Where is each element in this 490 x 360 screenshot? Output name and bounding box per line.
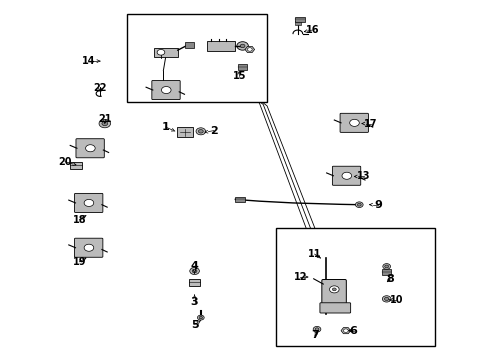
Circle shape	[99, 119, 111, 128]
Circle shape	[84, 199, 94, 207]
Circle shape	[196, 128, 206, 135]
Bar	[276, 228, 435, 346]
Circle shape	[385, 297, 389, 301]
Text: 15: 15	[232, 71, 246, 81]
Text: 16: 16	[305, 25, 319, 35]
Bar	[295, 21, 301, 25]
FancyBboxPatch shape	[74, 193, 103, 212]
Circle shape	[350, 119, 359, 126]
Text: 13: 13	[357, 171, 371, 181]
Circle shape	[190, 267, 199, 275]
Circle shape	[329, 286, 339, 293]
Bar	[235, 197, 245, 202]
Text: 10: 10	[390, 295, 403, 305]
FancyBboxPatch shape	[152, 81, 180, 100]
Circle shape	[237, 42, 248, 50]
Text: 19: 19	[73, 257, 86, 267]
Circle shape	[84, 244, 94, 251]
Bar	[154, 48, 178, 57]
Bar	[189, 279, 200, 286]
Circle shape	[157, 49, 165, 55]
Text: 22: 22	[93, 82, 107, 93]
Bar	[295, 17, 305, 22]
Circle shape	[385, 265, 389, 268]
FancyBboxPatch shape	[340, 113, 368, 132]
FancyBboxPatch shape	[332, 166, 361, 185]
FancyBboxPatch shape	[76, 139, 104, 158]
Text: 12: 12	[294, 272, 307, 282]
Circle shape	[192, 269, 197, 273]
Bar	[127, 14, 267, 102]
Bar	[382, 269, 392, 275]
Text: 21: 21	[98, 114, 112, 124]
FancyBboxPatch shape	[74, 238, 103, 257]
Text: 8: 8	[387, 274, 394, 284]
Bar	[185, 42, 194, 48]
Circle shape	[332, 288, 336, 291]
FancyBboxPatch shape	[177, 127, 193, 137]
Text: 4: 4	[191, 261, 198, 271]
Circle shape	[383, 264, 391, 269]
Bar	[207, 41, 235, 51]
Text: 7: 7	[311, 330, 319, 340]
Circle shape	[315, 328, 319, 330]
Circle shape	[161, 86, 171, 94]
Text: 11: 11	[308, 249, 321, 259]
Text: 6: 6	[349, 326, 358, 336]
Circle shape	[355, 202, 363, 207]
Text: 17: 17	[364, 118, 378, 129]
Circle shape	[313, 327, 321, 332]
Circle shape	[102, 121, 108, 126]
Circle shape	[357, 203, 361, 206]
Circle shape	[197, 315, 204, 320]
Circle shape	[240, 44, 245, 48]
Circle shape	[247, 48, 252, 51]
Text: 18: 18	[73, 215, 86, 225]
Polygon shape	[245, 46, 255, 53]
Text: 3: 3	[191, 297, 198, 307]
Text: 5: 5	[191, 320, 198, 330]
Circle shape	[86, 145, 95, 152]
Circle shape	[382, 296, 391, 302]
FancyBboxPatch shape	[322, 279, 346, 306]
Bar	[238, 64, 247, 70]
Polygon shape	[341, 328, 351, 334]
Text: 1: 1	[162, 122, 170, 132]
Bar	[70, 162, 82, 169]
Circle shape	[343, 329, 348, 332]
Text: 20: 20	[58, 157, 72, 167]
Circle shape	[342, 172, 352, 179]
Circle shape	[198, 130, 203, 133]
Text: 14: 14	[82, 56, 96, 66]
FancyBboxPatch shape	[320, 303, 351, 313]
Text: 9: 9	[374, 200, 382, 210]
Circle shape	[199, 316, 202, 319]
Text: 2: 2	[210, 126, 218, 136]
